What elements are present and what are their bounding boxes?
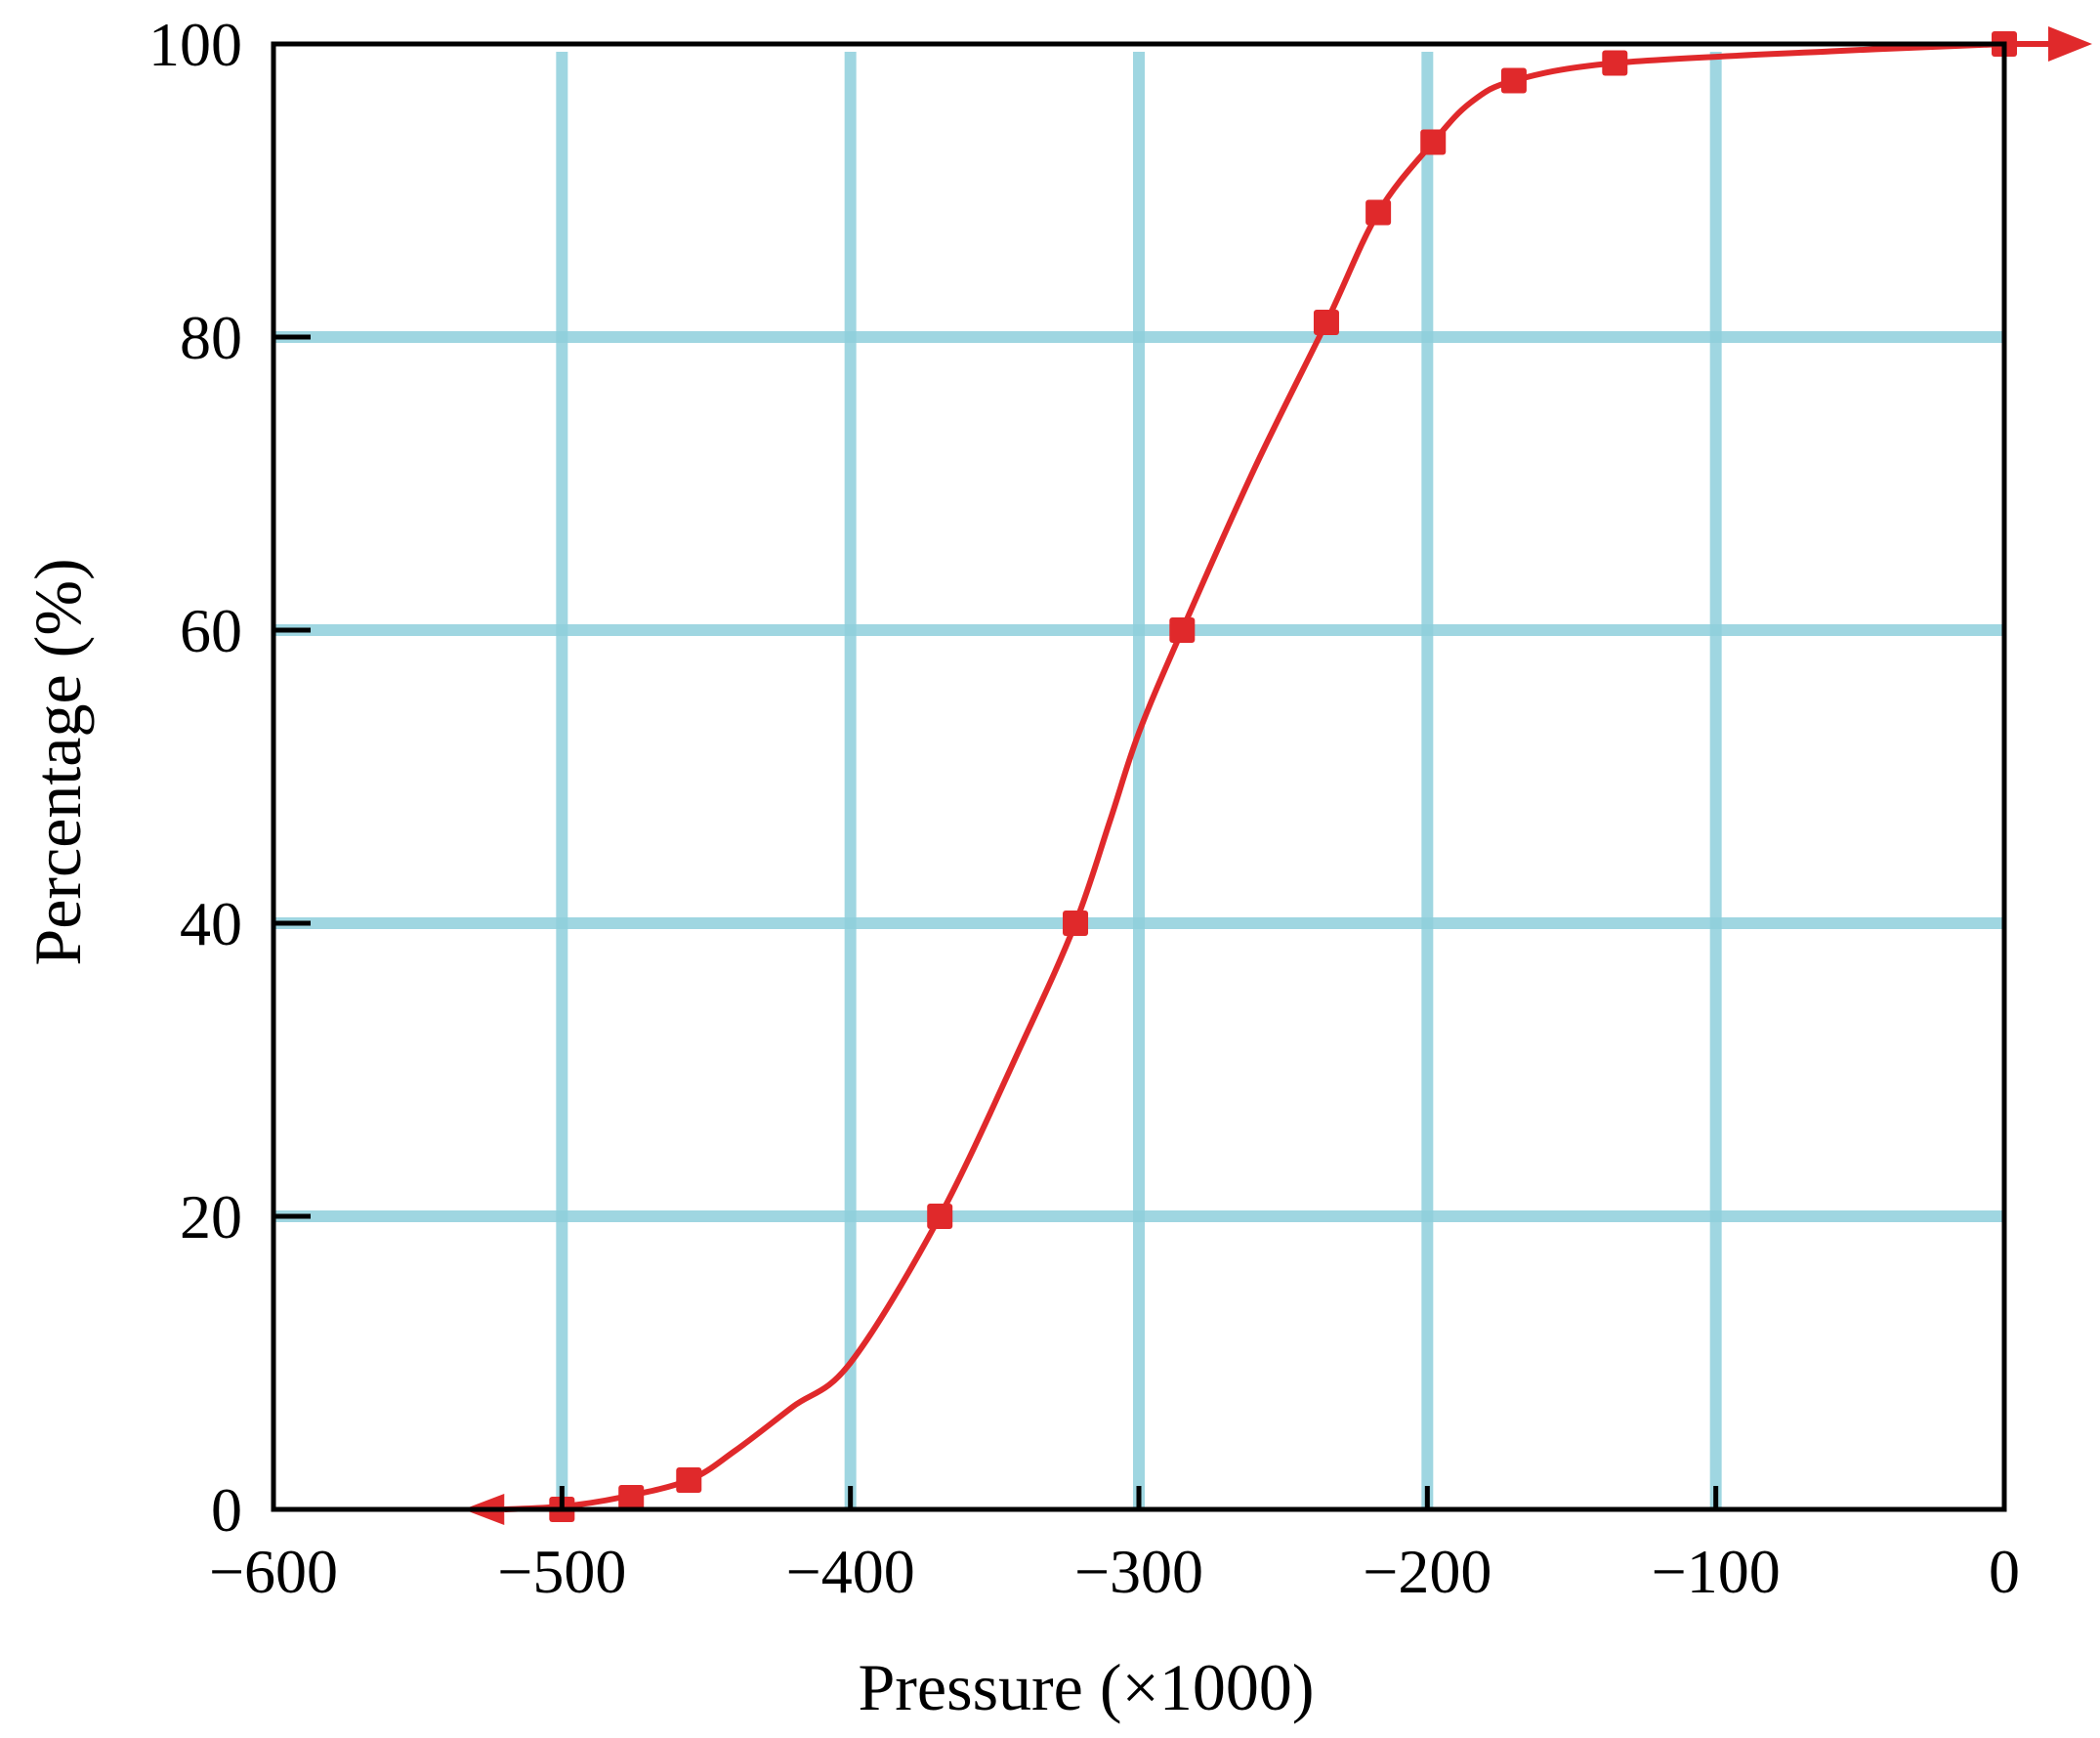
y-tick-label: 100 — [148, 10, 242, 79]
y-tick-labels: 0 20 40 60 80 100 — [148, 10, 242, 1545]
x-tick-label: −500 — [497, 1537, 626, 1606]
series-line — [504, 41, 2005, 1512]
data-point — [1365, 199, 1392, 226]
x-tick-label: −300 — [1074, 1537, 1203, 1606]
data-point — [1500, 67, 1527, 94]
x-tick-label: −600 — [209, 1537, 338, 1606]
right-arrowhead — [2048, 26, 2092, 62]
x-tick-label: −200 — [1363, 1537, 1491, 1606]
series-markers — [549, 31, 2017, 1522]
y-tick-label: 40 — [180, 889, 242, 958]
series-curve-layer — [463, 26, 2092, 1525]
grid-lines — [273, 52, 2004, 1509]
data-point — [1063, 911, 1089, 936]
data-point — [1169, 617, 1196, 643]
y-tick-label: 60 — [180, 596, 242, 665]
data-point — [618, 1485, 645, 1510]
x-tick-labels: −600 −500 −400 −300 −200 −100 0 — [209, 1537, 2020, 1606]
data-point — [1313, 310, 1339, 335]
y-tick-label: 80 — [180, 303, 242, 372]
x-tick-label: −400 — [786, 1537, 915, 1606]
y-axis-title: Percentage (%) — [21, 558, 95, 965]
y-tick-label: 20 — [180, 1182, 242, 1251]
x-axis-title: Pressure (×1000) — [858, 1650, 1314, 1724]
data-point — [1602, 50, 1628, 76]
x-tick-label: −100 — [1652, 1537, 1781, 1606]
y-tick-label: 0 — [211, 1475, 242, 1545]
x-tick-label: 0 — [1989, 1537, 2020, 1606]
data-point — [1420, 129, 1447, 155]
data-point — [927, 1204, 953, 1229]
data-point — [676, 1467, 702, 1493]
axis-ticks — [271, 41, 2007, 1512]
